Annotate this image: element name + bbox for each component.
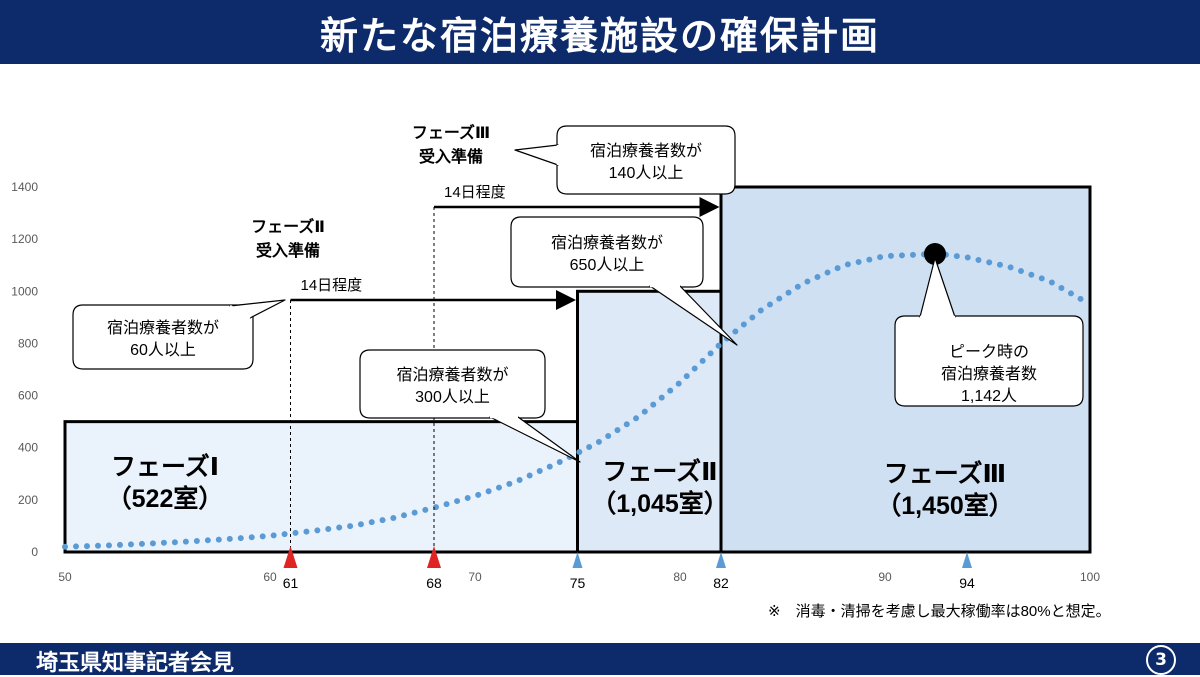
callout-650-box [510,216,704,288]
page-number: 3 [1146,645,1176,675]
y-tick-label: 400 [18,441,38,455]
x-tick-label: 70 [468,570,482,584]
callout-60-text: 宿泊療養者数が 60人以上 [107,319,219,359]
prep-duration-label: 14日程度 [301,277,363,294]
x-marker-label: 94 [959,575,975,591]
x-marker-82 [716,552,726,568]
callout-140-tail [514,144,559,166]
x-tick-label: 90 [878,570,892,584]
phase-box-1 [63,420,579,554]
callout-650-text: 宿泊療養者数が 650人以上 [551,234,663,274]
x-marker-label: 61 [283,575,299,591]
phase-label-1: フェーズⅠ （522室） [107,452,224,513]
footer-text: 埼玉県知事記者会見 [36,651,235,676]
y-tick-label: 0 [31,545,38,559]
x-marker-94 [962,552,972,568]
callout-60-tail-mask [229,304,251,320]
y-tick-label: 1400 [11,180,38,194]
callout-60-box [72,304,254,370]
footer-bar: 埼玉県知事記者会見 3 [0,643,1200,676]
y-tick-label: 200 [18,493,38,507]
x-marker-label: 82 [713,575,729,591]
y-tick-label: 1200 [11,232,38,246]
x-tick-label: 60 [263,570,277,584]
title-bar: 新たな宿泊療養施設の確保計画 [0,0,1200,64]
page-title: 新たな宿泊療養施設の確保計画 [319,13,880,58]
prep-duration-label: 14日程度 [444,184,506,201]
y-tick-label: 600 [18,389,38,403]
callout-140-box [556,125,736,195]
phase-label-3: フェーズⅢ （1,450室） [876,459,1014,520]
callout-300-text: 宿泊療養者数が 300人以上 [396,366,508,406]
x-marker-68 [427,546,441,568]
x-tick-label: 50 [58,570,72,584]
case-curve [62,251,1093,550]
x-marker-label: 75 [570,575,586,591]
callout-peak-text: ピーク時の宿泊療養者数 1,142人 [941,343,1037,405]
phase-label-2: フェーズⅡ （1,045室） [591,457,729,518]
x-marker-75 [572,552,583,568]
x-tick-label: 100 [1080,570,1100,584]
y-tick-label: 1000 [11,284,38,298]
x-marker-61 [283,546,298,568]
callout-300-box [359,349,546,419]
footnote: ※ 消毒・清掃を考慮し最大稼働率は80%と想定。 [768,602,1111,620]
x-tick-label: 80 [673,570,687,584]
x-marker-label: 68 [426,575,442,591]
peak-dot [924,243,946,265]
prep-title-2: フェーズⅡ 受入準備 [251,217,325,260]
callout-140-text: 宿泊療養者数が 140人以上 [590,142,702,182]
callout-peak-box [894,315,1084,407]
y-tick-label: 800 [18,336,38,350]
prep-title-3: フェーズⅢ 受入準備 [412,123,490,166]
